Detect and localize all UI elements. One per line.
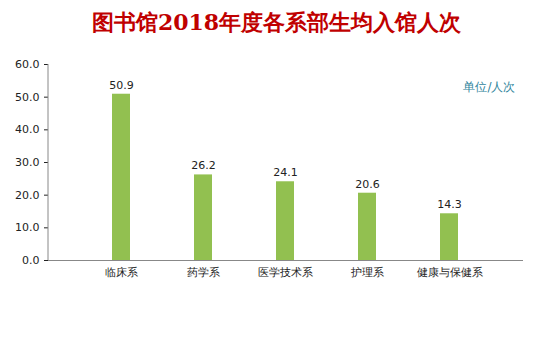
svg-text:50.9: 50.9	[109, 79, 134, 92]
html-text:图书馆2018年度各系部生均入馆人次: 图书馆2018年度各系部生均入馆人次	[91, 9, 462, 35]
svg-text:临床系: 临床系	[105, 266, 138, 279]
svg-text:60.0: 60.0	[15, 58, 40, 71]
svg-text:14.3: 14.3	[437, 198, 462, 211]
svg-text:20.0: 20.0	[15, 189, 40, 202]
svg-text:医学技术系: 医学技术系	[258, 266, 313, 279]
svg-text:健康与保健系: 健康与保健系	[417, 266, 483, 279]
svg-text:26.2: 26.2	[191, 159, 216, 172]
svg-text:单位/人次: 单位/人次	[463, 80, 515, 94]
svg-text:50.0: 50.0	[15, 91, 40, 104]
svg-text:0.0: 0.0	[22, 254, 40, 267]
svg-text:40.0: 40.0	[15, 123, 40, 136]
svg-text:20.6: 20.6	[355, 178, 380, 191]
svg-text:10.0: 10.0	[15, 221, 40, 234]
svg-text:药学系: 药学系	[187, 266, 220, 279]
svg-text:30.0: 30.0	[15, 156, 40, 169]
svg-text:护理系: 护理系	[350, 266, 384, 279]
svg-text:24.1: 24.1	[273, 166, 298, 179]
